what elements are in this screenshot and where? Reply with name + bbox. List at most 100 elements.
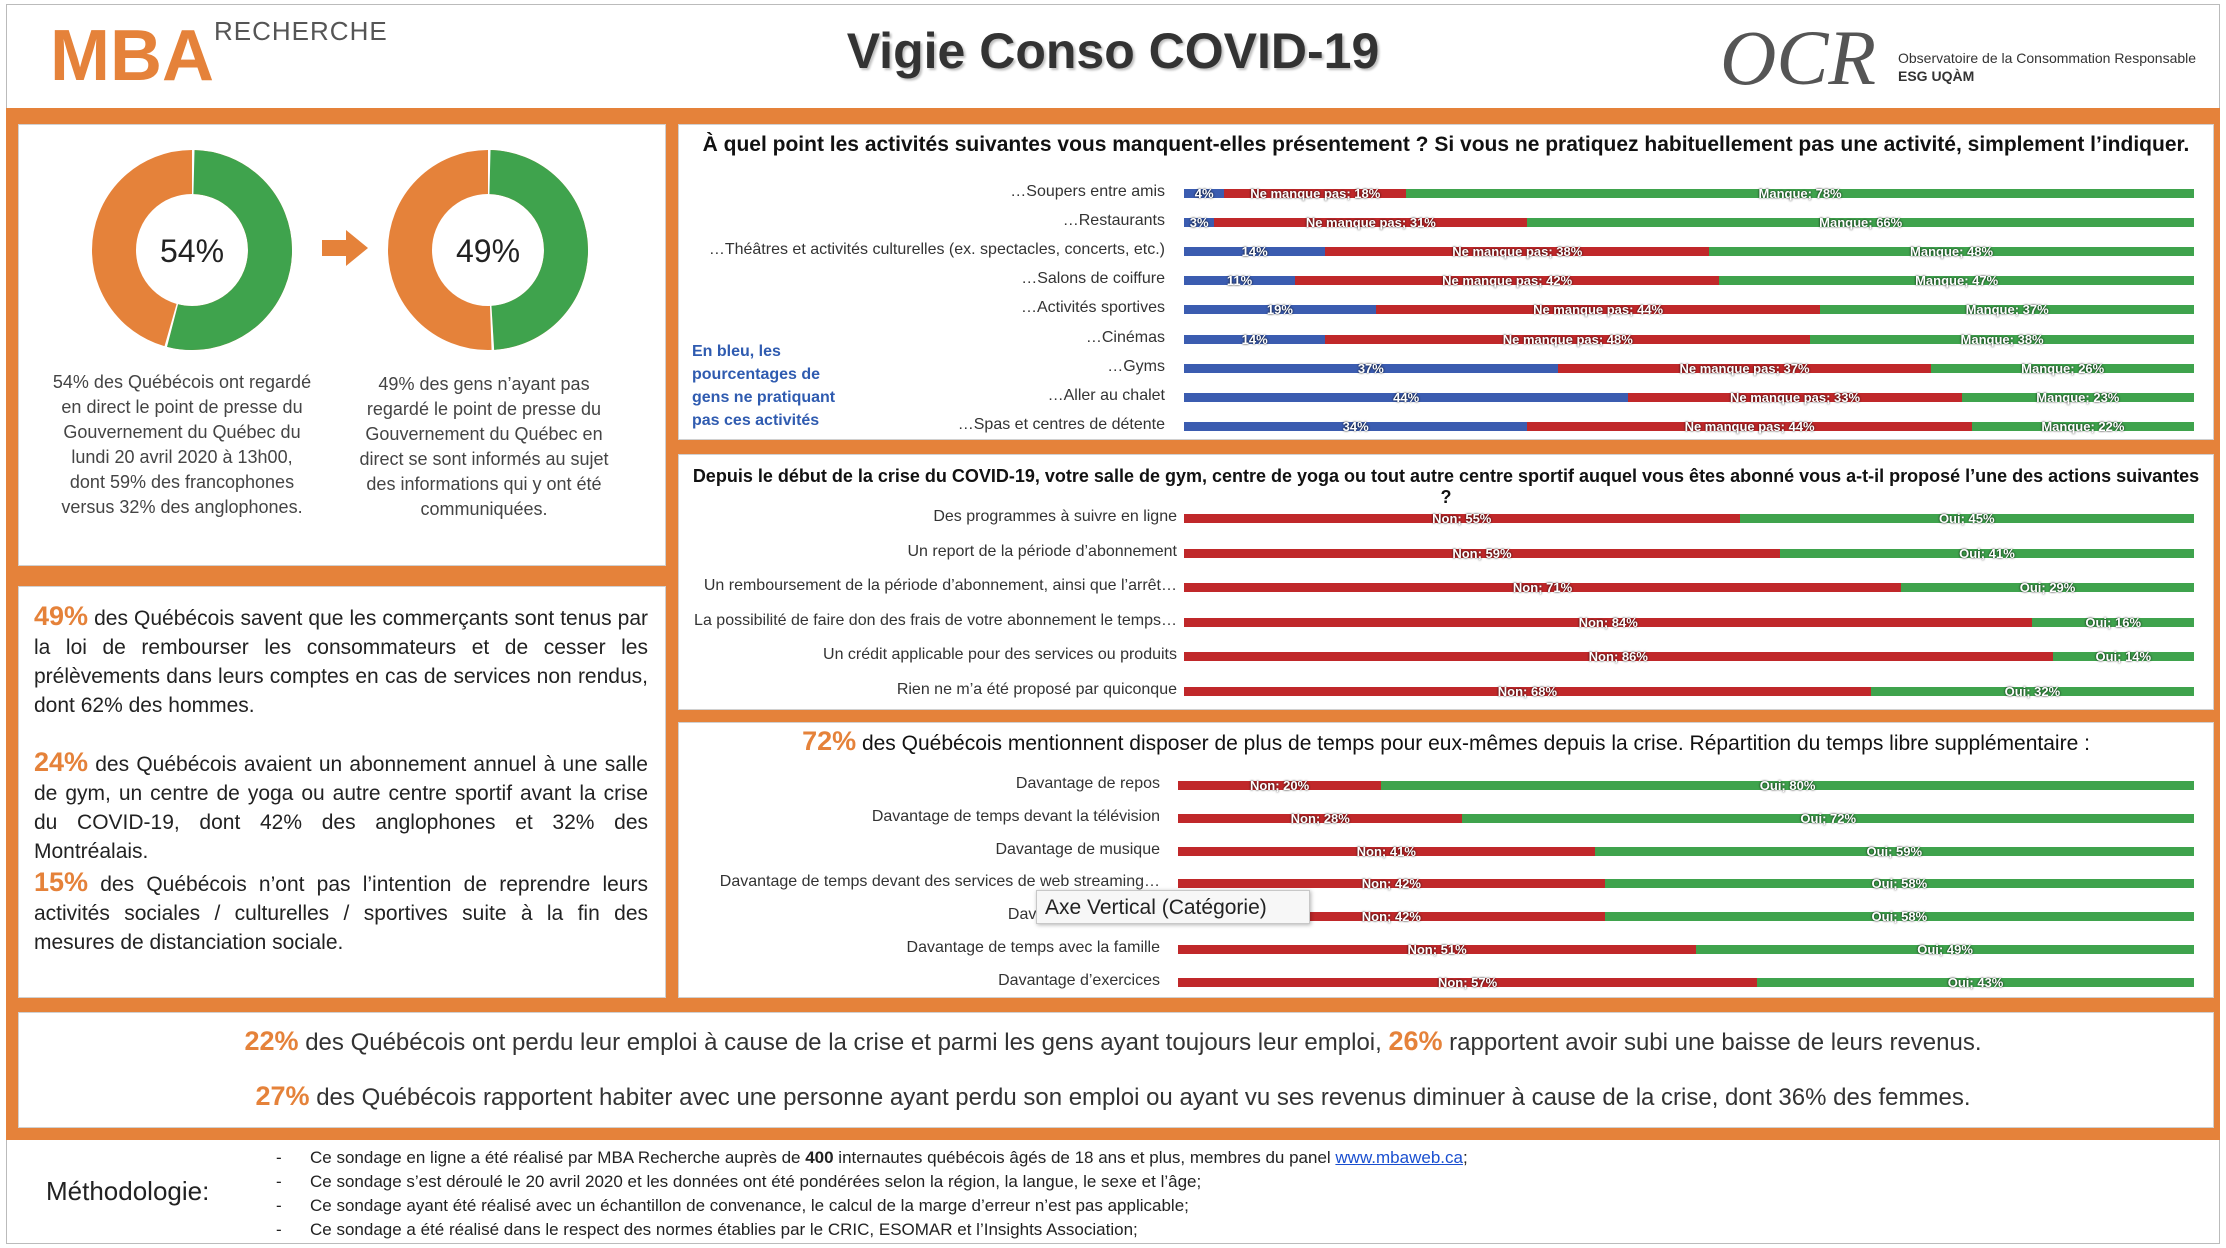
chart-2-data-label: Oui; 16%	[2085, 614, 2141, 630]
chart-3-data-label: Non; 28%	[1290, 810, 1350, 826]
donut-2-label: 49%	[456, 233, 520, 269]
methodology-item-1-post: internautes québécois âgés de 18 ans et …	[833, 1148, 1336, 1167]
chart-3-data-label: Oui; 49%	[1917, 942, 1973, 957]
methodology-item-2: Ce sondage s’est déroulé le 20 avril 202…	[310, 1172, 1202, 1191]
chart-2-category-label: Des programmes à suivre en ligne	[933, 508, 1177, 525]
chart-2-bar-segment: Non; 68%	[1184, 684, 1871, 699]
chart-1-data-label: 44%	[1393, 389, 1420, 405]
chart-1-data-label: 11%	[1226, 273, 1253, 289]
chart-3-bar-segment: Non; 57%	[1178, 974, 1758, 990]
chart-1-data-label: Ne manque pas; 44%	[1684, 418, 1815, 434]
chart-1-bar-segment: 19%	[1184, 302, 1376, 318]
chart-1-bar-segment: 3%	[1184, 215, 1215, 231]
stat-3-text: des Québécois n’ont pas l’intention de r…	[34, 873, 648, 954]
methodology-item-4: Ce sondage a été réalisé dans le respect…	[310, 1220, 1138, 1239]
chart-3-data-label: Oui; 58%	[1871, 909, 1928, 925]
methodology-item-1-bold: 400	[805, 1148, 834, 1167]
chart-2-category-label: Un report de la période d’abonnement	[907, 542, 1177, 560]
ocr-affiliation: ESG UQÀM	[1898, 68, 1975, 84]
chart-2-data-label: Oui; 14%	[2095, 649, 2152, 665]
chart-2-title: Depuis le début de la crise du COVID-19,…	[692, 466, 2200, 507]
chart-3-title-text: des Québécois mentionnent disposer de pl…	[856, 732, 2090, 755]
chart-2-data-label: Non; 59%	[1452, 545, 1512, 561]
chart-1-bar-segment: Manque; 23%	[1961, 389, 2194, 405]
chart-3-data-label: Oui; 80%	[1759, 778, 1816, 793]
chart-1-bar-segment: 44%	[1184, 389, 1629, 405]
chart-1-bar-segment: 4%	[1184, 187, 1225, 200]
methodology-item-1: Ce sondage en ligne a été réalisé par MB…	[310, 1148, 1468, 1168]
bullet-dash: -	[276, 1172, 282, 1191]
chart-1-data-label: Manque; 26%	[2021, 360, 2105, 376]
chart-1-data-label: Manque; 48%	[1910, 244, 1994, 260]
donut-chart-2: 49%	[388, 150, 588, 350]
chart-1-bar-segment: 37%	[1184, 362, 1558, 375]
chart-2-data-label: Non; 84%	[1578, 614, 1638, 630]
chart-2-data-label: Oui; 45%	[1938, 511, 1995, 526]
chart-3-category-label: Davantage de musique	[995, 840, 1160, 858]
chart-3-category-label: Davantage de temps avec la famille	[906, 939, 1160, 956]
bottom-line-1-text-a: des Québécois ont perdu leur emploi à ca…	[298, 1029, 1389, 1056]
chart-2-bar-segment: Non; 59%	[1184, 545, 1780, 561]
chart-1-data-label: Manque; 22%	[2041, 418, 2125, 434]
mbaweb-link[interactable]: www.mbaweb.ca	[1335, 1148, 1463, 1167]
chart-3-data-label: Non; 57%	[1437, 974, 1498, 990]
stat-3-value: 15%	[34, 867, 89, 897]
chart-1-data-label: Manque; 23%	[2036, 389, 2120, 405]
chart-3-data-label: Non; 42%	[1361, 876, 1421, 892]
bottom-stat-26: 26%	[1388, 1026, 1443, 1056]
bullet-dash: -	[276, 1148, 282, 1167]
chart-3-title: 72% des Québécois mentionnent disposer d…	[690, 726, 2202, 757]
chart-3-data-label: Oui; 58%	[1871, 876, 1928, 892]
chart-2-data-label: Non; 68%	[1497, 684, 1558, 699]
mba-logo-text: MBA	[50, 18, 214, 88]
chart-3-data-label: Non; 20%	[1249, 778, 1310, 793]
chart-3-data-label: Oui; 59%	[1866, 843, 1923, 859]
chart-1-bar-segment: Manque; 37%	[1820, 302, 2194, 318]
chart-1-data-label: Manque; 78%	[1758, 186, 1842, 201]
donut-2-caption: 49% des gens n’ayant pas regardé le poin…	[359, 374, 609, 519]
ocr-logo-text: OCR	[1720, 18, 1876, 98]
chart-1-bar-segment: Ne manque pas; 31%	[1214, 215, 1528, 231]
methodology-item-1-end: ;	[1462, 1148, 1468, 1167]
stat-2-text: des Québécois avaient un abonnement annu…	[34, 753, 648, 863]
page-title: Vigie Conso COVID-19	[846, 23, 1380, 79]
chart-2-bar-segment: Non; 55%	[1184, 511, 1740, 526]
chart-1-data-label: Ne manque pas; 37%	[1679, 360, 1810, 376]
chart-1-data-label: 19%	[1266, 302, 1293, 318]
chart-2-category-label: La possibilité de faire don des frais de…	[694, 611, 1177, 629]
chart-2-bar-segment: Oui; 32%	[1870, 684, 2194, 699]
chart-1-bar-segment: Manque; 78%	[1406, 186, 2194, 201]
mba-logo: MBA	[50, 18, 214, 88]
chart-2-data-label: Non; 55%	[1432, 511, 1492, 526]
chart-1-bar-segment: Manque; 22%	[1971, 418, 2194, 434]
blue-legend-note: En bleu, les pourcentages de gens ne pra…	[692, 343, 836, 429]
chart-2-data-label: Oui; 29%	[2019, 580, 2076, 596]
stat-1-text: des Québécois savent que les commerçants…	[34, 607, 648, 717]
chart-1-category-label: …Restaurants	[1062, 212, 1165, 230]
chart-3-bar-segment: Oui; 59%	[1594, 843, 2194, 859]
chart-3-bar-segment: Non; 51%	[1178, 943, 1697, 956]
bullet-dash: -	[276, 1220, 282, 1239]
chart-1-data-label: Ne manque pas; 31%	[1305, 215, 1436, 231]
chart-1-bar-segment: Ne manque pas; 33%	[1628, 391, 1962, 404]
chart-1-data-label: 3%	[1189, 215, 1209, 231]
chart-2-bar-segment: Oui; 41%	[1779, 547, 2194, 560]
donut-hole	[138, 196, 246, 304]
chart-1-data-label: Ne manque pas; 48%	[1502, 331, 1633, 347]
bottom-stat-27: 27%	[255, 1081, 310, 1111]
chart-1-bar-segment: Ne manque pas; 42%	[1295, 274, 1720, 287]
chart-2-bar-segment: Non; 86%	[1184, 650, 2053, 663]
chart-3-title-value: 72%	[802, 726, 857, 756]
chart-2-bar-segment: Non; 84%	[1184, 614, 2033, 630]
chart-3-data-label: Oui; 43%	[1947, 974, 2004, 990]
stat-3: 15% des Québécois n’ont pas l’intention …	[34, 868, 648, 957]
chart-3-bar-segment: Oui; 80%	[1381, 778, 2194, 793]
chart-1-data-label: Manque; 37%	[1965, 302, 2049, 318]
chart-2-data-label: Oui; 32%	[2004, 684, 2061, 699]
chart-1-category-label: …Théâtres et activités culturelles (ex. …	[708, 241, 1165, 259]
chart-2-data-label: Non; 71%	[1512, 580, 1573, 596]
chart-2-category-label: Un remboursement de la période d’abonnem…	[703, 577, 1177, 595]
chart-3-category-label: Davantage de lecture	[0, 906, 1160, 924]
donut-hole	[434, 196, 542, 304]
chart-3-data-label: Oui; 72%	[1800, 810, 1857, 826]
